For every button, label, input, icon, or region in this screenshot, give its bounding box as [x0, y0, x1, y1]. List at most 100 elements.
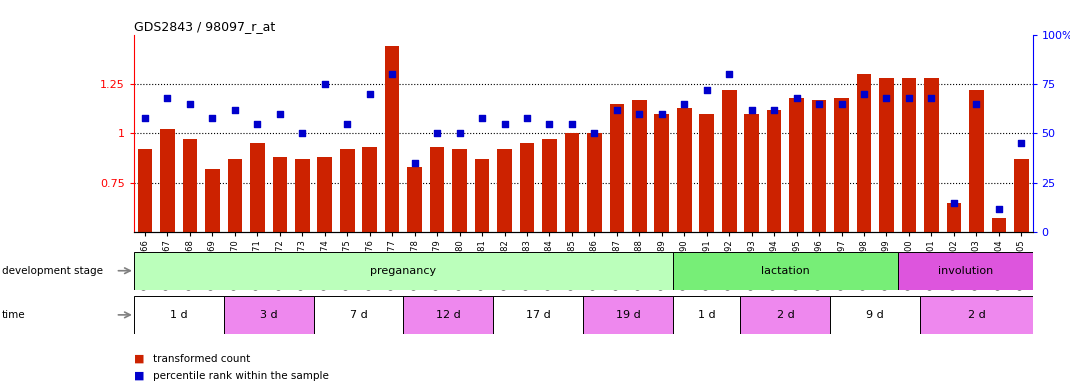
Point	[676, 101, 693, 107]
Bar	[880, 78, 893, 331]
Point	[968, 101, 985, 107]
Bar	[745, 114, 759, 331]
Text: time: time	[2, 310, 26, 320]
Bar	[134, 296, 224, 334]
Bar	[542, 139, 556, 331]
Point	[766, 107, 783, 113]
Bar	[498, 149, 511, 331]
Point	[991, 205, 1008, 212]
Point	[540, 121, 559, 127]
Bar	[205, 169, 219, 331]
Point	[227, 107, 244, 113]
Bar	[790, 98, 804, 331]
Bar	[430, 147, 444, 331]
Point	[496, 121, 514, 127]
Bar	[722, 90, 736, 331]
Text: 17 d: 17 d	[525, 310, 551, 320]
Point	[249, 121, 266, 127]
Bar	[920, 296, 1033, 334]
Point	[159, 95, 177, 101]
Point	[946, 200, 963, 206]
Bar	[250, 143, 264, 331]
Bar	[857, 74, 871, 331]
Point	[856, 91, 873, 97]
Text: transformed count: transformed count	[153, 354, 250, 364]
Bar	[228, 159, 242, 331]
Bar	[992, 218, 1006, 331]
Text: ■: ■	[134, 354, 144, 364]
Text: 2 d: 2 d	[777, 310, 794, 320]
Bar	[138, 149, 152, 331]
Bar	[493, 296, 583, 334]
Point	[877, 95, 895, 101]
Bar	[767, 110, 781, 331]
Point	[383, 71, 400, 77]
Text: 7 d: 7 d	[350, 310, 367, 320]
Text: 19 d: 19 d	[615, 310, 641, 320]
Point	[137, 114, 154, 121]
Text: percentile rank within the sample: percentile rank within the sample	[153, 371, 328, 381]
Point	[182, 101, 199, 107]
Bar	[295, 159, 309, 331]
Text: lactation: lactation	[761, 266, 810, 276]
Bar	[902, 78, 916, 331]
Text: preganancy: preganancy	[370, 266, 437, 276]
Bar	[673, 252, 898, 290]
Bar	[969, 90, 983, 331]
Bar	[340, 149, 354, 331]
Bar	[408, 167, 422, 331]
Point	[317, 81, 334, 87]
Bar	[830, 296, 920, 334]
Text: 1 d: 1 d	[170, 310, 187, 320]
Bar	[363, 147, 377, 331]
Text: ■: ■	[134, 371, 144, 381]
Bar	[520, 143, 534, 331]
Point	[653, 111, 670, 117]
Text: GDS2843 / 98097_r_at: GDS2843 / 98097_r_at	[134, 20, 275, 33]
Bar	[677, 108, 691, 331]
Point	[608, 107, 625, 113]
Bar	[700, 114, 714, 331]
Bar	[453, 149, 467, 331]
Point	[293, 131, 310, 137]
Bar	[318, 157, 332, 331]
Point	[407, 160, 424, 166]
Point	[203, 114, 221, 121]
Point	[788, 95, 806, 101]
Text: 12 d: 12 d	[435, 310, 461, 320]
Text: 9 d: 9 d	[867, 310, 884, 320]
Bar	[134, 252, 673, 290]
Point	[428, 131, 446, 137]
Point	[362, 91, 379, 97]
Point	[452, 131, 469, 137]
Bar	[183, 139, 197, 331]
Bar	[1014, 159, 1028, 331]
Point	[699, 87, 716, 93]
Text: 2 d: 2 d	[967, 310, 985, 320]
Point	[586, 131, 603, 137]
Bar	[924, 78, 938, 331]
Bar	[898, 252, 1033, 290]
Point	[563, 121, 580, 127]
Point	[922, 95, 939, 101]
Point	[721, 71, 738, 77]
Point	[272, 111, 289, 117]
Point	[339, 121, 356, 127]
Point	[631, 111, 648, 117]
Text: 3 d: 3 d	[260, 310, 277, 320]
Bar	[403, 296, 493, 334]
Bar	[587, 134, 601, 331]
Point	[832, 101, 850, 107]
Bar	[160, 129, 174, 331]
Bar	[673, 296, 740, 334]
Point	[743, 107, 760, 113]
Point	[473, 114, 490, 121]
Bar	[314, 296, 403, 334]
Bar	[583, 296, 673, 334]
Bar	[740, 296, 830, 334]
Bar	[655, 114, 669, 331]
Bar	[565, 134, 579, 331]
Point	[519, 114, 536, 121]
Bar	[812, 100, 826, 331]
Bar	[947, 203, 961, 331]
